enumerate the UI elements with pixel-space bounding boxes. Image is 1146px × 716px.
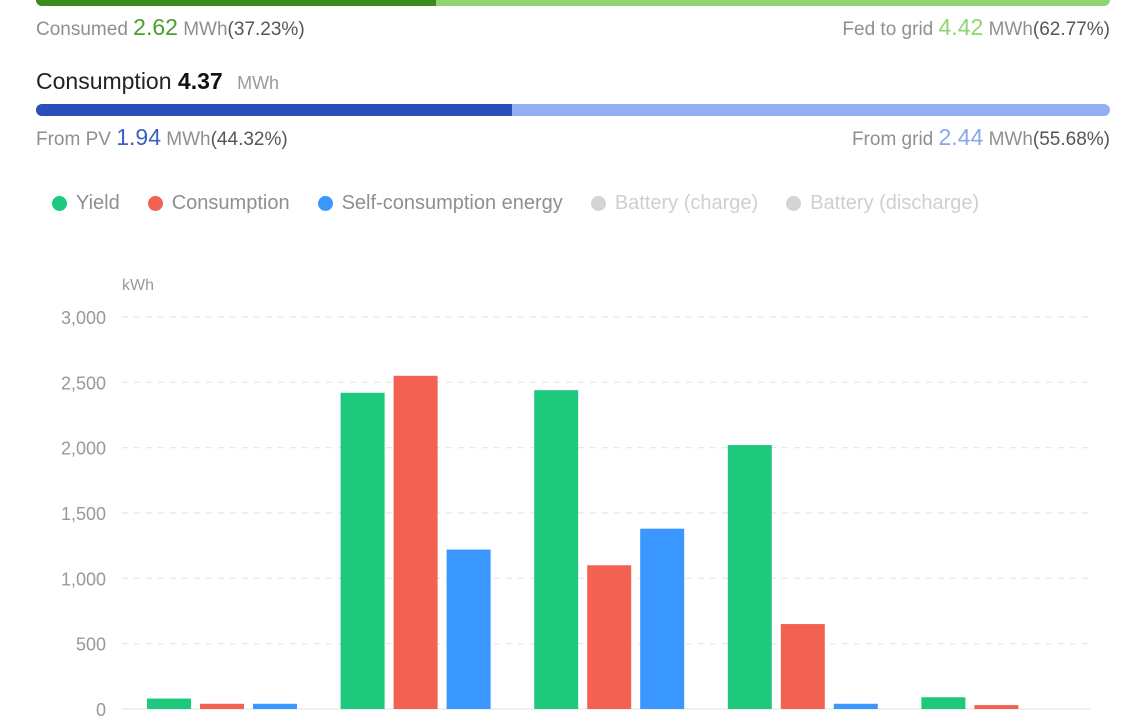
legend-label: Battery (discharge) — [810, 191, 980, 214]
yield-legend-dot-icon — [52, 195, 67, 211]
legend-label: Yield — [76, 191, 120, 214]
y-axis-label: kWh — [122, 277, 154, 294]
consumption-unit: MWh — [237, 73, 280, 93]
consumed-stat: Consumed 2.62 MWh(37.23%) — [36, 14, 305, 41]
y-tick-label: 0 — [96, 700, 106, 716]
bar-consumption-0 — [200, 703, 244, 709]
bar-yield-2 — [534, 390, 579, 709]
consumption-total: 4.37 — [177, 68, 223, 94]
from-pv-portion — [36, 104, 512, 116]
bar-consumption-2 — [587, 565, 632, 709]
from-pv-pct: (44.32%) — [210, 129, 288, 150]
from-pv-label: From PV — [36, 129, 111, 150]
from-grid-unit: MWh — [988, 129, 1033, 150]
consumption-heading: Consumption 4.37 MWh — [36, 68, 279, 95]
bar-yield-1 — [340, 392, 385, 709]
fed-pct: (62.77%) — [1032, 19, 1110, 40]
legend-item-self-consumption[interactable]: Self-consumption energy — [317, 191, 563, 215]
consumption-title: Consumption — [36, 68, 172, 94]
y-tick-label: 2,000 — [61, 439, 106, 459]
from-pv-value: 1.94 — [116, 124, 161, 150]
fed-label: Fed to grid — [842, 19, 934, 40]
from-pv-unit: MWh — [166, 129, 211, 150]
consumed-portion — [36, 0, 436, 6]
bar-yield-4 — [921, 697, 966, 709]
bar-self-consumption-energy-3 — [833, 703, 878, 709]
legend-item-battery-discharge[interactable]: Battery (discharge) — [786, 192, 979, 215]
bar-consumption-3 — [780, 624, 825, 709]
from-grid-stat: From grid 2.44 MWh(55.68%) — [852, 124, 1110, 151]
legend-item-consumption[interactable]: Consumption — [147, 191, 290, 215]
consumption-legend-dot-icon — [147, 195, 163, 211]
fed-value: 4.42 — [938, 14, 984, 40]
from-pv-stat: From PV 1.94 MWh(44.32%) — [36, 124, 288, 151]
legend-label: Self-consumption energy — [341, 191, 563, 214]
y-tick-label: 1,000 — [61, 569, 106, 589]
bar-self-consumption-energy-1 — [446, 549, 491, 709]
bar-self-consumption-energy-0 — [253, 703, 297, 709]
bar-self-consumption-energy-2 — [640, 528, 685, 709]
y-tick-label: 500 — [76, 635, 106, 655]
bar-consumption-4 — [974, 705, 1019, 709]
legend-item-yield[interactable]: Yield — [52, 192, 120, 215]
fed-to-grid-stat: Fed to grid 4.42 MWh(62.77%) — [842, 14, 1110, 41]
battery-charge-legend-dot-icon — [590, 195, 606, 211]
consumed-value: 2.62 — [133, 14, 178, 40]
bar-yield-0 — [147, 698, 191, 709]
consumed-pct: (37.23%) — [227, 19, 305, 40]
consumed-label: Consumed — [36, 19, 128, 40]
y-tick-label: 2,500 — [61, 373, 106, 393]
consumed-unit: MWh — [183, 19, 228, 40]
legend-item-battery-charge[interactable]: Battery (charge) — [590, 191, 759, 215]
legend-label: Battery (charge) — [614, 191, 759, 214]
from-grid-label: From grid — [851, 129, 934, 150]
from-grid-pct: (55.68%) — [1032, 129, 1110, 150]
y-tick-label: 1,500 — [61, 504, 106, 524]
fed-unit: MWh — [988, 19, 1033, 40]
battery-discharge-legend-dot-icon — [786, 195, 802, 211]
self-consumption-legend-dot-icon — [317, 195, 333, 211]
legend-label: Consumption — [171, 191, 290, 214]
consumption-split-bar — [36, 104, 1110, 116]
yield-split-bar — [36, 0, 1110, 6]
from-grid-value: 2.44 — [938, 124, 984, 150]
y-tick-label: 3,000 — [61, 308, 106, 328]
bar-consumption-1 — [393, 375, 438, 709]
chart-legend: Yield Consumption Self-consumption energ… — [52, 190, 1007, 216]
bar-yield-3 — [727, 445, 772, 709]
